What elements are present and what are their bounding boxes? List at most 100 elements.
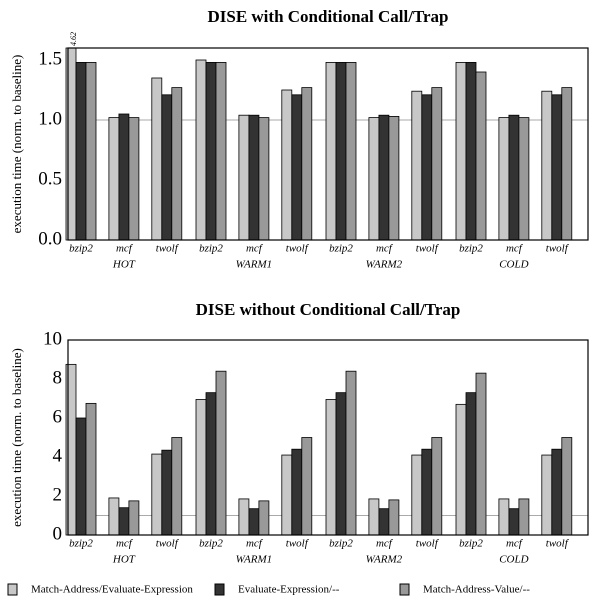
legend-swatch	[7, 583, 18, 596]
bar	[161, 94, 173, 241]
x-tick-label: bzip2	[69, 243, 93, 255]
bar	[215, 370, 227, 536]
x-tick-label: twolf	[546, 538, 570, 550]
group-label: WARM1	[236, 259, 273, 271]
chart-title: DISE without Conditional Call/Trap	[196, 300, 461, 319]
bar	[195, 59, 207, 241]
bar	[551, 94, 563, 241]
bar	[475, 71, 487, 241]
y-tick-label: 4	[53, 445, 63, 466]
bar	[118, 113, 130, 241]
x-tick-label: twolf	[156, 243, 180, 255]
bar	[75, 62, 87, 241]
y-tick-label: 2	[53, 484, 63, 505]
y-tick-label: 6	[53, 406, 63, 427]
y-tick-label: 0.5	[38, 168, 62, 189]
bar	[258, 500, 270, 536]
x-tick-label: mcf	[506, 538, 524, 550]
bar	[431, 437, 443, 536]
bar	[498, 117, 510, 241]
bar	[411, 90, 423, 241]
legend-swatch	[214, 583, 225, 596]
legend-label: Match-Address-Value/--	[423, 584, 530, 596]
x-tick-label: mcf	[376, 243, 394, 255]
value-label: 4.62	[69, 32, 78, 46]
bar	[388, 116, 400, 241]
x-tick-label: twolf	[416, 538, 440, 550]
plot-frame	[67, 339, 589, 536]
bar	[281, 454, 293, 536]
bar	[335, 62, 347, 241]
x-tick-label: bzip2	[199, 538, 223, 550]
x-tick-label: bzip2	[459, 538, 483, 550]
bar	[498, 498, 510, 536]
x-tick-label: mcf	[376, 538, 394, 550]
bar	[378, 508, 390, 536]
bar	[561, 87, 573, 241]
bar	[258, 117, 270, 241]
bar	[411, 454, 423, 536]
group-label: HOT	[112, 554, 136, 566]
group-label: COLD	[499, 554, 528, 566]
bar	[85, 62, 97, 241]
bar	[518, 117, 530, 241]
bar	[325, 62, 337, 241]
legend-label: Evaluate-Expression/--	[238, 584, 340, 596]
y-axis-title: execution time (norm. to baseline)	[9, 348, 24, 527]
bar	[161, 449, 173, 536]
bar	[248, 114, 260, 241]
bar	[215, 62, 227, 241]
x-tick-label: bzip2	[459, 243, 483, 255]
bar	[335, 392, 347, 536]
bar	[475, 372, 487, 536]
x-tick-label: mcf	[246, 243, 264, 255]
y-tick-label: 1.0	[38, 108, 62, 129]
bar	[238, 114, 250, 241]
bar	[541, 454, 553, 536]
bar	[248, 508, 260, 536]
x-tick-label: twolf	[286, 243, 310, 255]
bar	[205, 392, 217, 536]
bar	[108, 497, 120, 536]
bar	[388, 499, 400, 536]
bar	[128, 500, 140, 536]
bar	[171, 437, 183, 536]
bar	[378, 114, 390, 241]
bar	[541, 90, 553, 241]
legend-label: Match-Address/Evaluate-Expression	[31, 584, 193, 596]
bar	[301, 437, 313, 536]
bar	[465, 62, 477, 241]
bar	[551, 448, 563, 536]
bar	[85, 402, 97, 536]
x-tick-label: bzip2	[329, 243, 353, 255]
group-label: COLD	[499, 259, 528, 271]
bar	[368, 498, 380, 536]
group-label: HOT	[112, 259, 136, 271]
x-tick-label: mcf	[246, 538, 264, 550]
x-tick-label: bzip2	[199, 243, 223, 255]
bar	[75, 417, 87, 536]
bar	[291, 448, 303, 536]
group-label: WARM2	[366, 259, 403, 271]
bar	[118, 507, 130, 536]
bar	[421, 448, 433, 536]
bar	[325, 399, 337, 536]
group-label: WARM2	[366, 554, 403, 566]
y-tick-label: 8	[53, 367, 63, 388]
plot-frame	[67, 47, 589, 241]
bar	[345, 62, 357, 241]
bar	[171, 87, 183, 241]
bar	[508, 114, 520, 241]
bar	[508, 508, 520, 536]
x-tick-label: twolf	[156, 538, 180, 550]
bar	[151, 77, 163, 241]
bar	[431, 87, 443, 241]
bar	[368, 117, 380, 241]
group-label: WARM1	[236, 554, 273, 566]
y-tick-label: 1.5	[38, 48, 62, 69]
y-tick-label: 0	[53, 523, 63, 544]
bar	[455, 403, 467, 536]
bar	[281, 89, 293, 241]
bar	[561, 437, 573, 536]
